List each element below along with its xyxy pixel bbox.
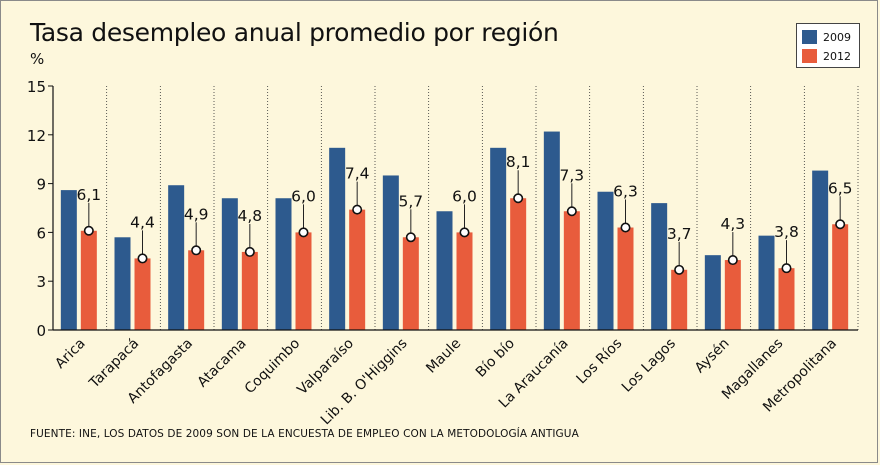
category-label: Tarapacá bbox=[86, 336, 142, 392]
y-tick-label: 3 bbox=[36, 273, 46, 291]
bar-2012 bbox=[134, 258, 151, 330]
point-marker-2012 bbox=[513, 193, 524, 204]
chart-title: Tasa desempleo anual promedio por región bbox=[30, 18, 559, 47]
point-marker-2012 bbox=[459, 227, 470, 238]
bar-2009 bbox=[60, 190, 77, 330]
data-label-2012: 6,0 bbox=[291, 187, 316, 205]
y-tick-label: 12 bbox=[27, 127, 46, 145]
category-label: Maule bbox=[423, 336, 464, 377]
bar-2009 bbox=[490, 147, 507, 330]
category-label: Atacama bbox=[195, 336, 250, 391]
bar-2009 bbox=[651, 203, 668, 330]
bar-2012 bbox=[295, 232, 312, 330]
bar-2009 bbox=[329, 147, 346, 330]
bar-2009 bbox=[168, 185, 185, 330]
bar-2012 bbox=[563, 211, 580, 330]
category-label: Los Ríos bbox=[573, 336, 625, 388]
point-marker-2012 bbox=[405, 232, 416, 243]
point-marker-2012 bbox=[835, 219, 846, 230]
bar-2012 bbox=[778, 268, 795, 330]
data-label-2012: 7,3 bbox=[560, 166, 585, 184]
point-marker-2012 bbox=[727, 255, 738, 266]
point-marker-2012 bbox=[83, 225, 94, 236]
data-label-2012: 4,8 bbox=[238, 207, 263, 225]
legend-swatch-2012 bbox=[802, 49, 817, 63]
y-tick-label: 9 bbox=[36, 176, 46, 194]
legend-item-2009: 2009 bbox=[802, 30, 851, 44]
y-axis-unit: % bbox=[30, 50, 45, 68]
data-label-2012: 4,3 bbox=[721, 215, 746, 233]
bar-2012 bbox=[188, 250, 205, 330]
category-label: Aysén bbox=[692, 336, 733, 377]
legend-label-2009: 2009 bbox=[823, 30, 851, 44]
bar-2009 bbox=[812, 170, 829, 330]
point-marker-2012 bbox=[191, 245, 202, 256]
bar-2012 bbox=[724, 260, 741, 330]
category-label: Bío bío bbox=[473, 336, 518, 381]
legend-item-2012: 2012 bbox=[802, 49, 851, 63]
data-label-2012: 6,0 bbox=[452, 187, 477, 205]
bar-2009 bbox=[221, 198, 238, 330]
point-marker-2012 bbox=[781, 263, 792, 274]
bar-2012 bbox=[510, 198, 527, 330]
point-marker-2012 bbox=[674, 264, 685, 275]
y-tick-label: 15 bbox=[27, 78, 46, 96]
y-tick-label: 6 bbox=[36, 224, 46, 242]
data-label-2012: 4,4 bbox=[130, 213, 155, 231]
bar-2009 bbox=[543, 131, 560, 330]
legend-label-2012: 2012 bbox=[823, 49, 851, 63]
legend: 2009 2012 bbox=[796, 23, 860, 68]
y-tick-label: 0 bbox=[36, 322, 46, 340]
bar-2012 bbox=[241, 251, 258, 330]
data-label-2012: 7,4 bbox=[345, 165, 370, 183]
category-label: Arica bbox=[52, 336, 88, 372]
data-label-2012: 5,7 bbox=[399, 192, 424, 210]
bar-2009 bbox=[704, 255, 721, 330]
point-marker-2012 bbox=[244, 246, 255, 257]
bar-2009 bbox=[597, 191, 614, 330]
bar-2009 bbox=[114, 237, 131, 330]
bar-2012 bbox=[832, 224, 849, 330]
legend-swatch-2009 bbox=[802, 30, 817, 44]
data-label-2012: 6,1 bbox=[77, 186, 102, 204]
data-label-2012: 3,7 bbox=[667, 225, 692, 243]
bar-2009 bbox=[436, 211, 453, 330]
point-marker-2012 bbox=[620, 222, 631, 233]
data-label-2012: 3,8 bbox=[774, 223, 799, 241]
bar-2012 bbox=[402, 237, 419, 330]
bar-2012 bbox=[456, 232, 473, 330]
data-label-2012: 4,9 bbox=[184, 205, 209, 223]
bar-2012 bbox=[80, 230, 97, 330]
data-label-2012: 8,1 bbox=[506, 153, 531, 171]
source-note: FUENTE: INE, LOS DATOS DE 2009 SON DE LA… bbox=[30, 428, 579, 440]
bar-2009 bbox=[275, 198, 292, 330]
bar-2012 bbox=[349, 209, 366, 330]
bar-2012 bbox=[617, 227, 634, 330]
category-label: Los Lagos bbox=[619, 336, 679, 396]
point-marker-2012 bbox=[352, 204, 363, 215]
bar-2009 bbox=[758, 235, 775, 330]
point-marker-2012 bbox=[137, 253, 148, 264]
data-label-2012: 6,5 bbox=[828, 179, 853, 197]
point-marker-2012 bbox=[298, 227, 309, 238]
bar-2012 bbox=[671, 269, 688, 330]
point-marker-2012 bbox=[566, 206, 577, 217]
data-label-2012: 6,3 bbox=[613, 183, 638, 201]
bar-2009 bbox=[382, 175, 399, 330]
